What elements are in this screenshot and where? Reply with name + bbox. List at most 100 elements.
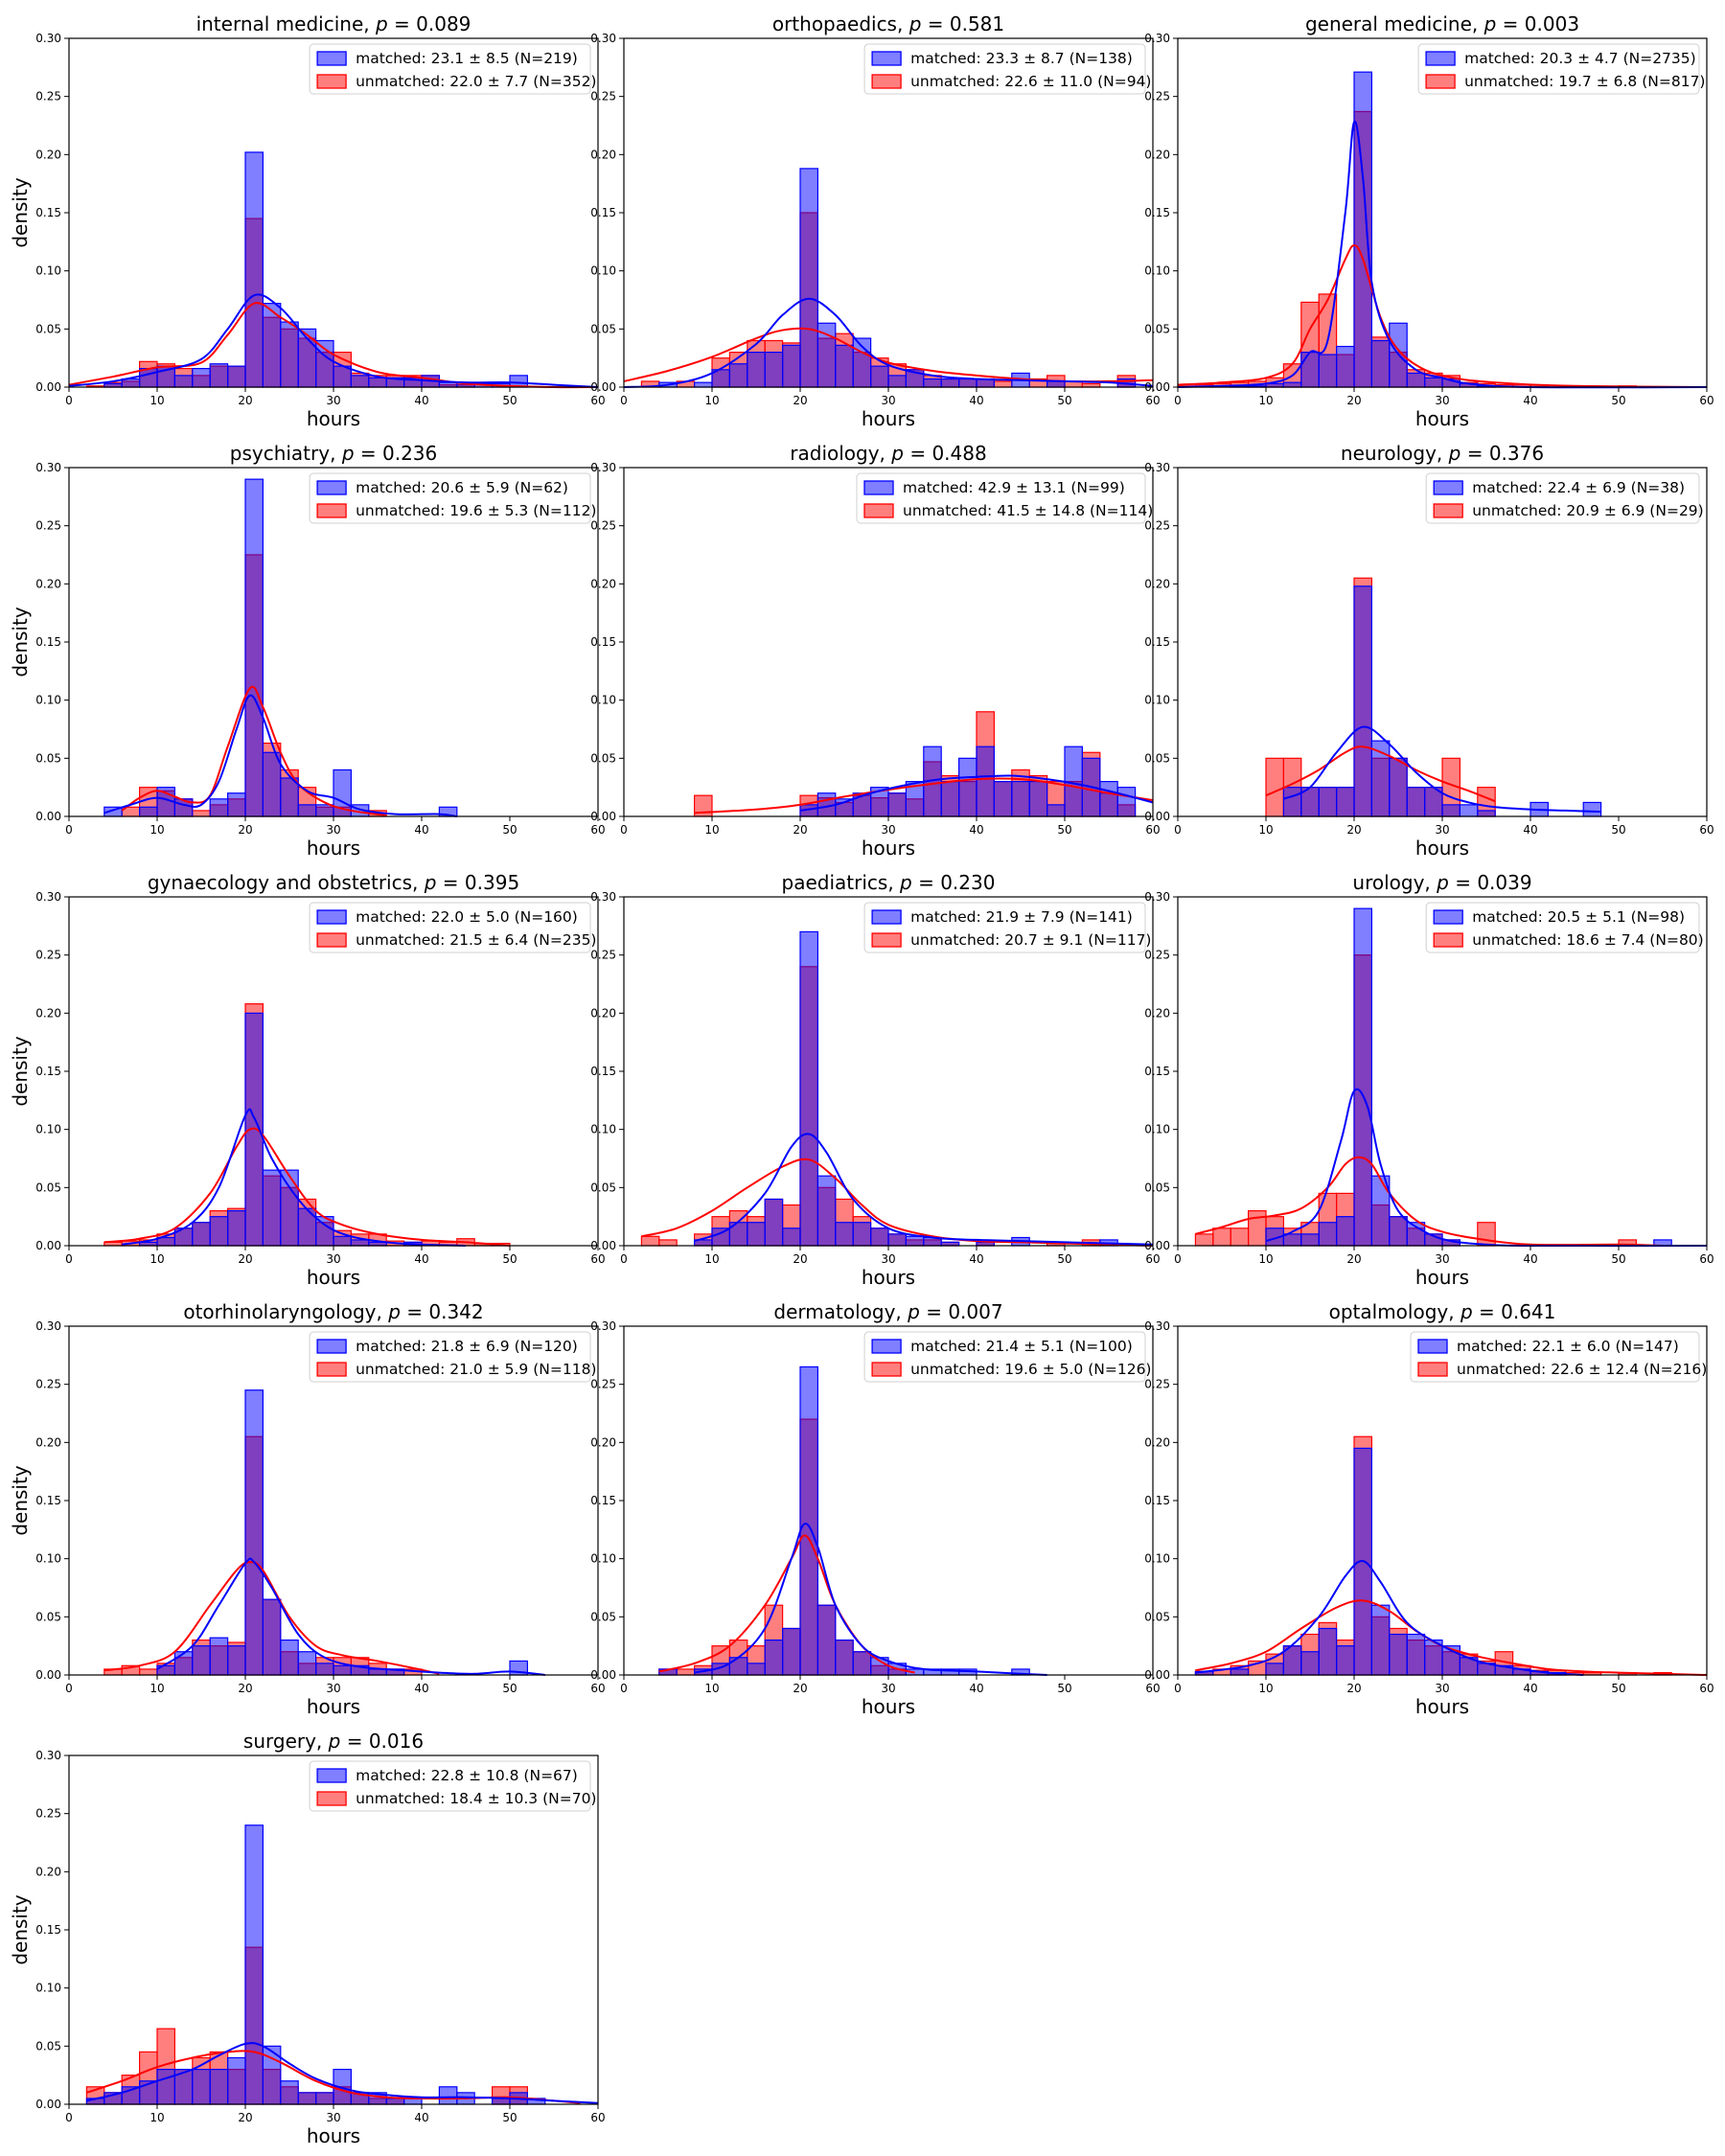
series-matched	[139, 1012, 423, 1247]
hist-bar-matched	[1353, 71, 1372, 388]
y-tick-label: 0.25	[35, 519, 61, 533]
y-tick-label: 0.00	[35, 380, 61, 394]
y-tick-label: 0.00	[35, 810, 61, 823]
hist-bar-matched	[297, 1207, 317, 1247]
hist-bar-matched	[923, 378, 942, 388]
hist-bar-matched	[869, 365, 889, 388]
hist-bar-matched	[1335, 1216, 1355, 1247]
y-tick-label: 0.10	[35, 694, 61, 707]
x-tick-label: 20	[793, 394, 807, 407]
series-unmatched	[640, 966, 1101, 1247]
legend: matched: 20.5 ± 5.1 (N=98) unmatched: 18.…	[1425, 902, 1704, 953]
y-tick-label: 0.05	[590, 1610, 616, 1623]
x-tick-label: 0	[620, 823, 628, 837]
x-axis-label: hours	[862, 837, 915, 860]
legend: matched: 22.1 ± 6.0 (N=147) unmatched: 22…	[1410, 1331, 1707, 1383]
legend-entry-unmatched: unmatched: 20.9 ± 6.9 (N=29)	[1472, 502, 1704, 519]
hist-bar-matched	[1370, 339, 1391, 388]
hist-bar-unmatched	[192, 810, 211, 817]
hist-bar-matched	[799, 1365, 818, 1676]
y-tick-label: 0.30	[35, 461, 61, 474]
x-tick-label: 30	[326, 2111, 340, 2124]
hist-bar-matched	[350, 1239, 370, 1247]
hist-bar-matched	[280, 777, 299, 817]
legend-swatch-unmatched	[316, 932, 347, 948]
legend-swatch-unmatched	[871, 1362, 902, 1377]
kde-line-matched	[799, 774, 1154, 812]
y-tick-label: 0.10	[1144, 1123, 1170, 1136]
hist-bar-matched	[1230, 1668, 1250, 1676]
hist-bar-matched	[1335, 345, 1355, 388]
kde-line-matched	[122, 1108, 467, 1247]
hist-bar-matched	[173, 375, 194, 388]
hist-bar-unmatched	[993, 380, 1013, 388]
x-tick-label: 30	[881, 1252, 895, 1266]
x-tick-label: 30	[881, 1682, 895, 1695]
y-tick-label: 0.25	[1144, 949, 1170, 962]
y-tick-label: 0.00	[35, 1668, 61, 1682]
hist-bar-matched	[1389, 757, 1408, 817]
hist-bar-matched	[764, 352, 784, 388]
panel-title: radiology, p = 0.488	[790, 442, 986, 465]
y-tick-label: 0.15	[35, 1494, 61, 1507]
panel-title: gynaecology and obstetrics, p = 0.395	[148, 871, 519, 894]
y-tick-label: 0.00	[35, 1239, 61, 1252]
hist-bar-matched	[976, 745, 995, 817]
x-tick-label: 40	[1523, 394, 1537, 407]
legend-entry-unmatched: unmatched: 22.6 ± 11.0 (N=94)	[910, 73, 1151, 90]
legend-entry-matched: matched: 23.3 ± 8.7 (N=138)	[910, 50, 1133, 67]
x-tick-label: 60	[590, 1252, 605, 1266]
legend: matched: 20.6 ± 5.9 (N=62) unmatched: 19.…	[309, 472, 596, 524]
x-tick-label: 50	[502, 1252, 517, 1266]
y-tick-label: 0.25	[35, 949, 61, 962]
panel-title: surgery, p = 0.016	[243, 1730, 424, 1753]
series-unmatched	[1194, 1435, 1672, 1676]
legend-entry-unmatched: unmatched: 19.7 ± 6.8 (N=817)	[1464, 73, 1705, 90]
x-tick-label: 40	[414, 1252, 428, 1266]
legend-entry-matched: matched: 21.8 ± 6.9 (N=120)	[356, 1338, 578, 1355]
y-tick-label: 0.20	[590, 577, 616, 590]
legend-box	[863, 1331, 1146, 1383]
panel-4: 0 10 20 30 40 50 60 hours 0.00 0.05 0.10 0.15 0.20 0.…	[590, 442, 1160, 860]
hist-bar-matched	[1318, 1627, 1338, 1676]
legend-swatch-unmatched	[316, 503, 347, 518]
y-tick-label: 0.05	[590, 322, 616, 335]
legend-entry-matched: matched: 21.9 ± 7.9 (N=141)	[910, 908, 1133, 926]
y-tick-label: 0.05	[1144, 322, 1170, 335]
y-tick-label: 0.15	[35, 635, 61, 649]
legend-swatch-matched	[316, 480, 347, 495]
series-matched	[104, 151, 528, 388]
x-tick-label: 40	[414, 823, 428, 837]
x-axis-label: hours	[307, 1266, 360, 1289]
y-tick-label: 0.25	[35, 1807, 61, 1821]
hist-bar-matched	[209, 363, 229, 388]
x-tick-label: 0	[1174, 1682, 1182, 1695]
kde-line-unmatched	[68, 302, 599, 389]
y-tick-label: 0.15	[590, 1065, 616, 1078]
hist-bar-matched	[1370, 1604, 1391, 1676]
hist-bar-matched	[887, 792, 907, 817]
x-tick-label: 60	[1699, 1682, 1714, 1695]
y-tick-label: 0.30	[1144, 32, 1170, 45]
kde-line-unmatched	[1177, 243, 1708, 388]
y-tick-label: 0.00	[1144, 380, 1170, 394]
x-axis-label: hours	[307, 2124, 360, 2147]
x-tick-label: 40	[1523, 1682, 1537, 1695]
hist-bar-unmatched	[1265, 757, 1284, 817]
hist-bar-matched	[905, 1235, 925, 1247]
y-tick-label: 0.20	[35, 1435, 61, 1449]
x-tick-label: 20	[793, 1682, 807, 1695]
kde-line-unmatched	[104, 1561, 440, 1675]
panel-title: otorhinolaryngology, p = 0.342	[183, 1300, 483, 1323]
y-tick-label: 0.20	[35, 1006, 61, 1020]
x-tick-label: 30	[1435, 1252, 1449, 1266]
series-matched	[693, 930, 1118, 1247]
hist-bar-matched	[1477, 810, 1496, 817]
x-tick-label: 30	[326, 1252, 340, 1266]
series-matched	[1194, 1447, 1567, 1676]
y-tick-label: 0.10	[590, 264, 616, 278]
hist-bar-matched	[816, 1175, 837, 1247]
kde-line-unmatched	[104, 1127, 511, 1247]
panel-8: 0 10 20 30 40 50 60 hours 0.00 0.05 0.10 0.15 0.20 0.…	[1144, 871, 1714, 1289]
legend-swatch-matched	[316, 1339, 347, 1354]
